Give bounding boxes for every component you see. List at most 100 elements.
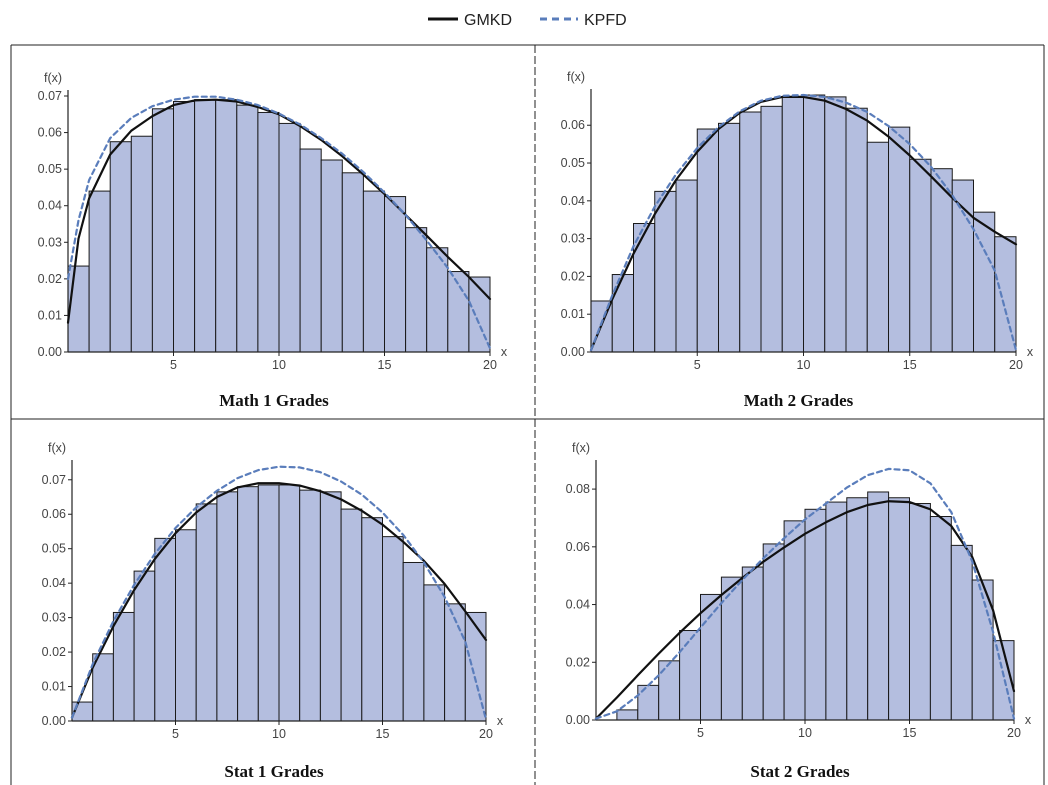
y-tick-label: 0.05 bbox=[561, 156, 585, 170]
panel-title: Stat 2 Grades bbox=[750, 762, 850, 781]
y-tick-label: 0.02 bbox=[42, 645, 66, 659]
histogram-bar bbox=[173, 100, 196, 353]
y-tick-label: 0.03 bbox=[42, 611, 66, 625]
histogram-bar bbox=[194, 99, 217, 353]
histogram-bar bbox=[846, 497, 869, 721]
y-tick-label: 0.00 bbox=[561, 345, 585, 359]
panel-title: Math 1 Grades bbox=[219, 391, 329, 410]
histogram-bar bbox=[402, 561, 425, 722]
legend-label-kpfd: KPFD bbox=[584, 12, 627, 29]
histogram-bar bbox=[92, 653, 114, 722]
panel-math-2: 0.00 0.01 0.02 0.03 0.04 0.05 0.06 5 10 15 20 f(x) x… bbox=[561, 70, 1034, 410]
x-tick-label: 5 bbox=[172, 727, 179, 741]
histogram-bar bbox=[739, 111, 762, 353]
y-tick-label: 0.04 bbox=[38, 199, 62, 213]
y-tick-label: 0.04 bbox=[42, 576, 66, 590]
histogram-bar bbox=[405, 227, 428, 353]
x-tick-label: 15 bbox=[378, 358, 392, 372]
x-tick-label: 15 bbox=[376, 727, 390, 741]
histogram-bar bbox=[237, 486, 259, 722]
histogram-bar bbox=[654, 190, 677, 353]
y-axis-label: f(x) bbox=[44, 71, 62, 85]
y-tick-label: 0.02 bbox=[561, 269, 585, 283]
y-tick-label: 0.06 bbox=[561, 118, 585, 132]
y-tick-label: 0.06 bbox=[566, 540, 590, 554]
y-tick-label: 0.02 bbox=[38, 272, 62, 286]
histogram-bar bbox=[299, 489, 321, 722]
histogram-bar bbox=[888, 126, 911, 353]
histogram-bar bbox=[950, 544, 973, 721]
series-line-kpfd bbox=[594, 467, 1016, 720]
series-line-kpfd bbox=[589, 93, 1018, 352]
histogram-bar bbox=[216, 491, 239, 722]
histogram-bar bbox=[720, 576, 743, 721]
histogram-bar bbox=[675, 179, 698, 353]
histogram-bar bbox=[423, 584, 446, 722]
histogram-bars bbox=[67, 99, 491, 353]
y-tick-label: 0.00 bbox=[566, 713, 590, 727]
series-line-kpfd bbox=[66, 95, 492, 350]
x-tick-label: 10 bbox=[798, 726, 812, 740]
x-tick-label: 5 bbox=[694, 358, 701, 372]
histogram-bar bbox=[633, 223, 656, 353]
panel-stat-2: 0.00 0.02 0.04 0.06 0.08 5 10 15 20 f(x) x Stat 2 G… bbox=[566, 441, 1032, 781]
histogram-bar bbox=[616, 709, 639, 721]
x-axis-label: x bbox=[501, 345, 508, 359]
y-tick-label: 0.00 bbox=[42, 714, 66, 728]
legend: GMKD KPFD bbox=[428, 12, 627, 29]
histogram-bar bbox=[362, 190, 385, 353]
histogram-bar bbox=[658, 660, 681, 721]
histogram-bar bbox=[909, 158, 932, 353]
panel-title: Math 2 Grades bbox=[744, 391, 854, 410]
histogram-bar bbox=[929, 516, 952, 721]
histogram-bar bbox=[215, 99, 238, 353]
legend-label-gmkd: GMKD bbox=[464, 12, 512, 29]
histogram-bar bbox=[762, 543, 785, 721]
y-tick-label: 0.06 bbox=[42, 507, 66, 521]
x-axis-label: x bbox=[1025, 713, 1032, 727]
histogram-bar bbox=[195, 503, 218, 722]
y-tick-label: 0.04 bbox=[561, 194, 585, 208]
y-tick-label: 0.03 bbox=[561, 232, 585, 246]
y-tick-label: 0.00 bbox=[38, 345, 62, 359]
histogram-bar bbox=[825, 501, 848, 721]
y-tick-label: 0.04 bbox=[566, 598, 590, 612]
panel-math-1: 0.00 0.01 0.02 0.03 0.04 0.05 0.06 0.07 5 10 15 20 f… bbox=[38, 71, 508, 410]
histogram-bars bbox=[71, 484, 487, 722]
histogram-bar bbox=[867, 491, 890, 721]
series-line-gmkd bbox=[594, 500, 1016, 720]
y-tick-label: 0.05 bbox=[42, 542, 66, 556]
histogram-bar bbox=[154, 537, 177, 722]
histogram-bar bbox=[951, 179, 974, 353]
x-tick-label: 10 bbox=[797, 358, 811, 372]
y-tick-label: 0.01 bbox=[561, 307, 585, 321]
histogram-bar bbox=[700, 593, 722, 721]
x-axis-label: x bbox=[1027, 345, 1034, 359]
histogram-bar bbox=[384, 196, 407, 353]
histogram-bar bbox=[278, 122, 301, 353]
histogram-bar bbox=[151, 108, 174, 353]
y-tick-label: 0.07 bbox=[42, 473, 66, 487]
histogram-bar bbox=[760, 105, 783, 353]
histogram-bar bbox=[718, 122, 741, 353]
histogram-bar bbox=[741, 566, 764, 721]
y-tick-label: 0.05 bbox=[38, 162, 62, 176]
histogram-bar bbox=[299, 148, 322, 353]
histogram-bar bbox=[696, 128, 719, 353]
x-axis-label: x bbox=[497, 714, 504, 728]
histogram-bar bbox=[803, 94, 826, 353]
histogram-bar bbox=[320, 159, 343, 353]
y-axis-label: f(x) bbox=[572, 441, 590, 455]
histogram-bars bbox=[590, 94, 1017, 353]
histogram-bar bbox=[637, 684, 660, 721]
x-tick-label: 15 bbox=[903, 726, 917, 740]
y-tick-label: 0.01 bbox=[38, 308, 62, 322]
histogram-bar bbox=[109, 141, 132, 353]
x-tick-label: 10 bbox=[272, 727, 286, 741]
series-line-gmkd bbox=[70, 482, 488, 719]
histogram-bar bbox=[781, 96, 804, 353]
histogram-bar bbox=[973, 211, 996, 353]
y-tick-label: 0.01 bbox=[42, 680, 66, 694]
x-tick-label: 5 bbox=[170, 358, 177, 372]
histogram-bar bbox=[340, 508, 363, 722]
